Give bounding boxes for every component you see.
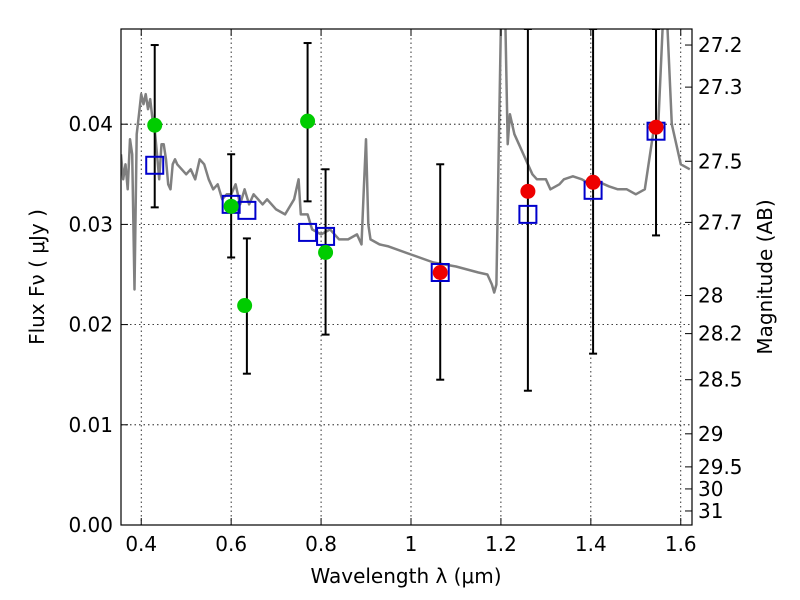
y2-tick-label: 31	[698, 499, 723, 523]
y-axis-label: Flux Fν ( μJy )	[25, 209, 49, 345]
y-tick-label: 0.03	[68, 212, 113, 236]
y2-tick-label: 27.5	[698, 149, 743, 173]
x-tick-label: 0.6	[215, 532, 247, 556]
observed-point-green	[237, 298, 253, 314]
x-tick-label: 1.2	[485, 532, 517, 556]
observed-point-red	[585, 174, 601, 190]
observed-point-green	[300, 113, 316, 129]
x-tick-label: 1.4	[575, 532, 607, 556]
x-tick-label: 1.6	[665, 532, 697, 556]
model-photometry-square	[237, 200, 257, 220]
observed-point-red	[432, 264, 448, 280]
x-tick-label: 0.4	[125, 532, 157, 556]
y-tick-label: 0.00	[68, 513, 113, 537]
plot-frame	[120, 28, 693, 526]
y2-tick-label: 28.5	[698, 368, 743, 392]
model-photometry-square	[145, 155, 165, 175]
y2-tick-label: 27.7	[698, 210, 743, 234]
y2-axis-label: Magnitude (AB)	[753, 199, 777, 354]
observed-point-red	[648, 119, 664, 135]
x-tick-label: 0.8	[305, 532, 337, 556]
observed-point-green	[147, 117, 163, 133]
x-axis-label: Wavelength λ (μm)	[310, 564, 501, 588]
plot-area	[121, 29, 691, 392]
y2-tick-label: 28	[698, 284, 723, 308]
y-tick-label: 0.01	[68, 413, 113, 437]
y2-tick-label: 27.2	[698, 33, 743, 57]
model-photometry-square	[316, 226, 336, 246]
ticks: 0.4 0.6 0.8 1 1.2 1.4 1.6 0.00 0.01 0.02 0.03 0.04 2…	[68, 29, 743, 556]
y-tick-label: 0.04	[68, 112, 113, 136]
observed-point-green	[223, 198, 239, 214]
y2-tick-label: 29	[698, 422, 723, 446]
y2-tick-label: 27.3	[698, 75, 743, 99]
y-tick-label: 0.02	[68, 313, 113, 337]
model-photometry-square	[518, 204, 538, 224]
y2-tick-label: 30	[698, 477, 723, 501]
observed-point-red	[520, 183, 536, 199]
y2-tick-label: 29.5	[698, 455, 743, 479]
y2-tick-label: 28.2	[698, 322, 743, 346]
x-tick-label: 1	[405, 532, 418, 556]
model-photometry-square	[430, 262, 450, 282]
observed-point-green	[318, 244, 334, 260]
